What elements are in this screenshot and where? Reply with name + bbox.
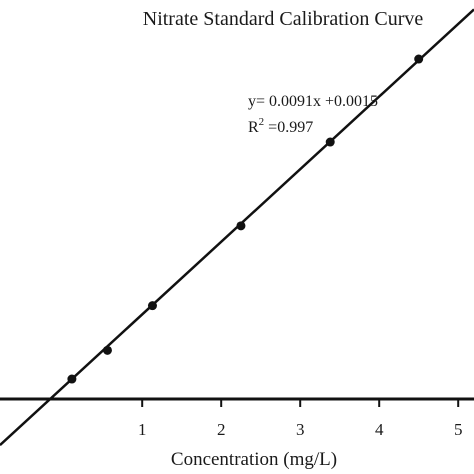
x-tick-label-4: 4 <box>375 420 384 439</box>
data-point-1 <box>67 374 77 384</box>
x-tick-label-5: 5 <box>454 420 463 439</box>
r-squared-superscript: 2 <box>259 116 265 128</box>
x-tick-label-1: 1 <box>138 420 147 439</box>
plot-area: 1 2 3 4 5 <box>0 8 474 447</box>
x-tick-label-2: 2 <box>217 420 226 439</box>
data-point-3 <box>147 301 157 311</box>
data-point-2 <box>102 345 112 355</box>
data-point-4 <box>236 221 246 231</box>
x-ticks <box>141 399 460 407</box>
fit-annotation: y= 0.0091x +0.0015 R2 =0.997 <box>248 93 378 136</box>
chart-title: Nitrate Standard Calibration Curve <box>143 8 424 30</box>
r-squared-value: =0.997 <box>264 119 313 136</box>
data-point-6 <box>414 54 424 64</box>
x-tick-label-3: 3 <box>296 420 305 439</box>
data-points <box>67 54 424 384</box>
r-squared-prefix: R <box>248 119 259 136</box>
data-point-5 <box>325 137 335 147</box>
x-tick-labels: 1 2 3 4 5 <box>138 420 463 439</box>
x-axis-label: Concentration (mg/L) <box>171 449 337 470</box>
r-squared-label: R2 =0.997 <box>248 116 313 136</box>
equation-label: y= 0.0091x +0.0015 <box>248 93 378 110</box>
